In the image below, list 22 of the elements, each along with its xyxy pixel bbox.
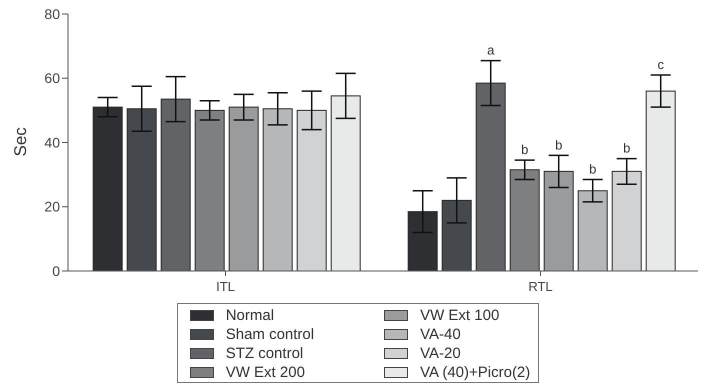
legend-label: Normal	[226, 307, 274, 324]
data-label: b	[521, 142, 528, 158]
x-tick-label: ITL	[216, 279, 235, 294]
legend-label: VA (40)+Picro(2)	[420, 364, 530, 381]
legend-label: VW Ext 100	[420, 307, 500, 324]
y-tick-label: 40	[44, 134, 60, 150]
data-label: b	[555, 137, 562, 152]
x-tick-label: RTL	[528, 279, 553, 294]
y-tick-label: 0	[52, 262, 60, 279]
legend-label: Sham control	[226, 326, 314, 343]
legend-label: VW Ext 200	[226, 364, 305, 381]
y-axis-title: Sec	[11, 126, 30, 156]
y-tick-label: 60	[44, 70, 60, 86]
legend-label: VA-20	[420, 345, 461, 362]
legend-label: STZ control	[226, 345, 304, 362]
data-label: a	[487, 42, 496, 58]
y-tick-label: 20	[44, 198, 60, 215]
data-label: b	[589, 161, 596, 176]
legend-label: VA-40	[420, 326, 461, 343]
data-label: b	[623, 140, 630, 156]
data-label: c	[657, 57, 664, 72]
y-tick-label: 80	[44, 6, 60, 22]
